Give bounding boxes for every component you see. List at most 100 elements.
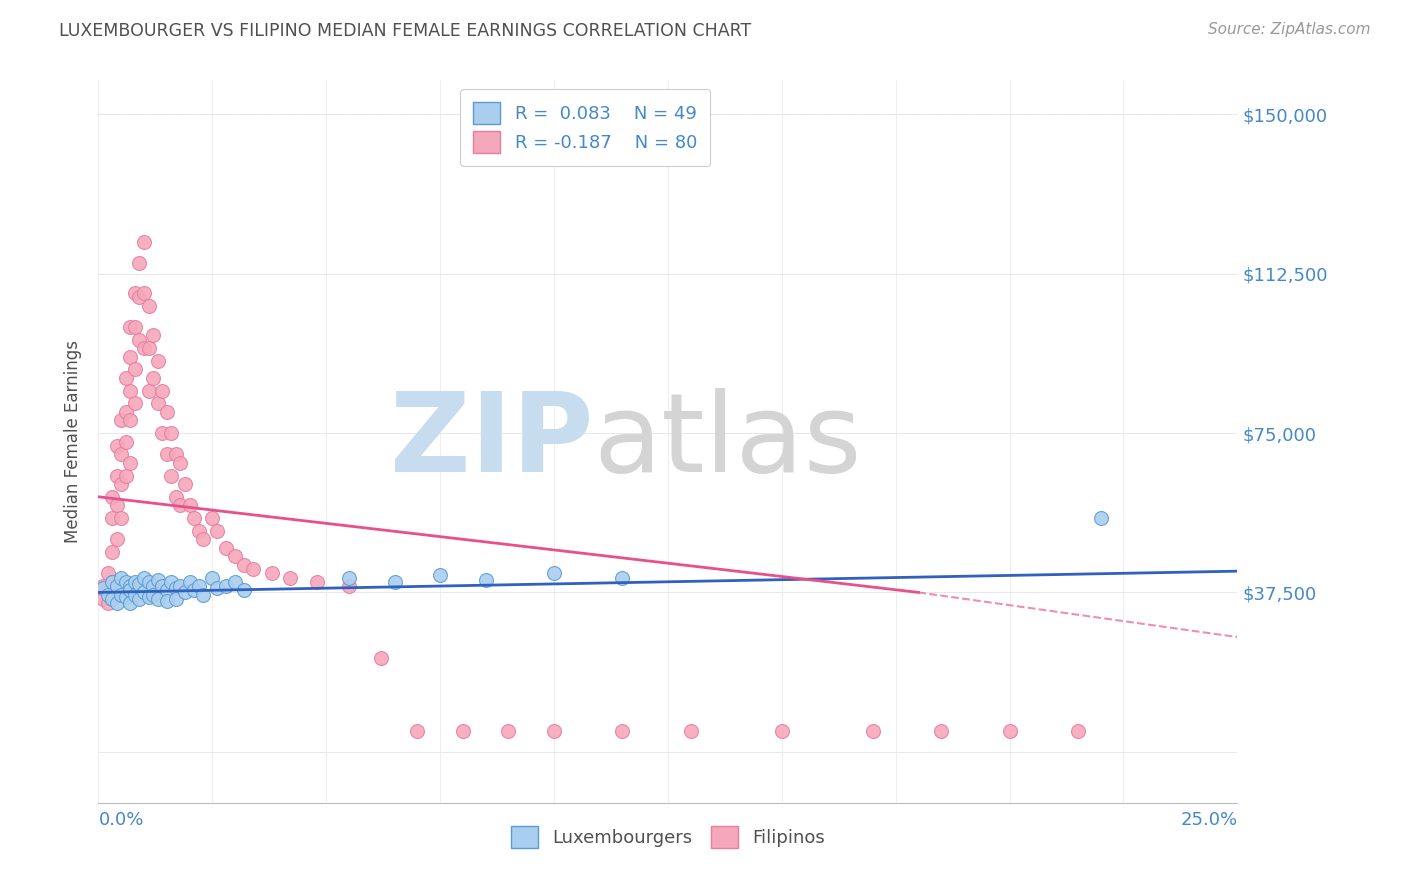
Point [114, 468, 136, 483]
Point [110, 570, 132, 584]
Point [114, 574, 136, 589]
Point [160, 574, 183, 589]
Point [179, 498, 201, 512]
Point [120, 579, 142, 593]
Point [406, 723, 429, 738]
Point [105, 498, 128, 512]
Point [120, 596, 142, 610]
Point [215, 541, 238, 555]
Point [128, 256, 150, 270]
Point [120, 413, 142, 427]
Point [156, 583, 179, 598]
Point [142, 579, 165, 593]
Point [169, 456, 191, 470]
Point [201, 511, 224, 525]
Point [142, 588, 165, 602]
Point [242, 562, 264, 576]
Point [124, 285, 146, 300]
Point [124, 319, 146, 334]
Point [120, 456, 142, 470]
Point [105, 596, 128, 610]
Point [233, 558, 256, 572]
Point [114, 590, 136, 604]
Point [679, 723, 702, 738]
Point [307, 574, 329, 589]
Text: LUXEMBOURGER VS FILIPINO MEDIAN FEMALE EARNINGS CORRELATION CHART: LUXEMBOURGER VS FILIPINO MEDIAN FEMALE E… [59, 22, 751, 40]
Point [132, 285, 155, 300]
Point [543, 566, 565, 581]
Point [146, 353, 169, 368]
Point [128, 333, 150, 347]
Point [101, 591, 124, 606]
Point [120, 319, 142, 334]
Point [146, 591, 169, 606]
Point [124, 574, 146, 589]
Point [146, 573, 169, 587]
Point [128, 591, 150, 606]
Point [384, 574, 406, 589]
Point [105, 439, 128, 453]
Point [233, 583, 256, 598]
Point [187, 579, 209, 593]
Point [114, 405, 136, 419]
Point [337, 579, 360, 593]
Point [370, 651, 392, 665]
Point [224, 574, 246, 589]
Point [215, 579, 238, 593]
Point [132, 585, 155, 599]
Point [105, 579, 128, 593]
Text: atlas: atlas [593, 388, 862, 495]
Point [498, 723, 520, 738]
Point [1067, 723, 1090, 738]
Point [120, 583, 142, 598]
Point [114, 371, 136, 385]
Point [183, 583, 205, 598]
Point [101, 574, 124, 589]
Text: 0.0%: 0.0% [98, 812, 143, 830]
Point [150, 384, 173, 398]
Point [156, 594, 179, 608]
Point [138, 590, 160, 604]
Point [128, 577, 150, 591]
Point [138, 384, 160, 398]
Point [124, 362, 146, 376]
Point [862, 723, 884, 738]
Point [929, 723, 952, 738]
Point [1090, 511, 1112, 525]
Point [612, 570, 634, 584]
Point [451, 723, 474, 738]
Point [187, 524, 209, 538]
Point [132, 341, 155, 355]
Point [165, 447, 187, 461]
Point [160, 425, 183, 440]
Point [110, 511, 132, 525]
Point [165, 591, 187, 606]
Point [179, 574, 201, 589]
Point [91, 581, 114, 595]
Point [105, 533, 128, 547]
Point [101, 574, 124, 589]
Point [160, 468, 183, 483]
Point [165, 581, 187, 595]
Point [201, 570, 224, 584]
Point [128, 290, 150, 304]
Point [174, 477, 197, 491]
Point [124, 396, 146, 410]
Point [165, 490, 187, 504]
Point [142, 371, 165, 385]
Y-axis label: Median Female Earnings: Median Female Earnings [65, 340, 83, 543]
Point [193, 533, 215, 547]
Point [138, 574, 160, 589]
Point [146, 396, 169, 410]
Point [91, 591, 114, 606]
Point [998, 723, 1021, 738]
Point [101, 490, 124, 504]
Point [101, 545, 124, 559]
Point [132, 570, 155, 584]
Point [132, 235, 155, 249]
Point [110, 477, 132, 491]
Point [429, 568, 451, 582]
Point [278, 570, 301, 584]
Text: 25.0%: 25.0% [1180, 812, 1237, 830]
Point [156, 447, 179, 461]
